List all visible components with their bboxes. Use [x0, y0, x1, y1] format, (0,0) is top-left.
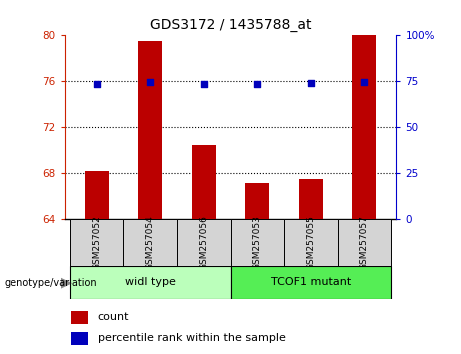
Bar — [70, 219, 124, 266]
Text: GSM257052: GSM257052 — [92, 215, 101, 270]
Text: widl type: widl type — [125, 277, 176, 287]
Point — [254, 81, 261, 87]
Bar — [138, 41, 162, 219]
Polygon shape — [61, 278, 72, 289]
Text: GSM257057: GSM257057 — [360, 215, 369, 270]
Bar — [230, 266, 391, 299]
Text: count: count — [98, 312, 129, 322]
Bar — [230, 219, 284, 266]
Text: GSM257056: GSM257056 — [199, 215, 208, 270]
Bar — [124, 219, 177, 266]
Bar — [70, 266, 230, 299]
Bar — [71, 311, 88, 324]
Bar — [299, 179, 323, 219]
Bar — [85, 171, 109, 219]
Text: GSM257054: GSM257054 — [146, 215, 155, 270]
Bar — [192, 145, 216, 219]
Text: TCOF1 mutant: TCOF1 mutant — [271, 277, 351, 287]
Bar — [284, 219, 337, 266]
Bar — [352, 35, 376, 219]
Point — [307, 80, 314, 86]
Text: genotype/variation: genotype/variation — [5, 278, 97, 288]
Text: GSM257055: GSM257055 — [306, 215, 315, 270]
Point — [147, 79, 154, 85]
Text: percentile rank within the sample: percentile rank within the sample — [98, 333, 286, 343]
Text: GSM257053: GSM257053 — [253, 215, 262, 270]
Point — [93, 81, 100, 87]
Point — [200, 81, 207, 87]
Bar — [71, 332, 88, 345]
Bar — [337, 219, 391, 266]
Title: GDS3172 / 1435788_at: GDS3172 / 1435788_at — [150, 18, 311, 32]
Bar — [177, 219, 230, 266]
Point — [361, 79, 368, 85]
Bar — [245, 183, 269, 219]
